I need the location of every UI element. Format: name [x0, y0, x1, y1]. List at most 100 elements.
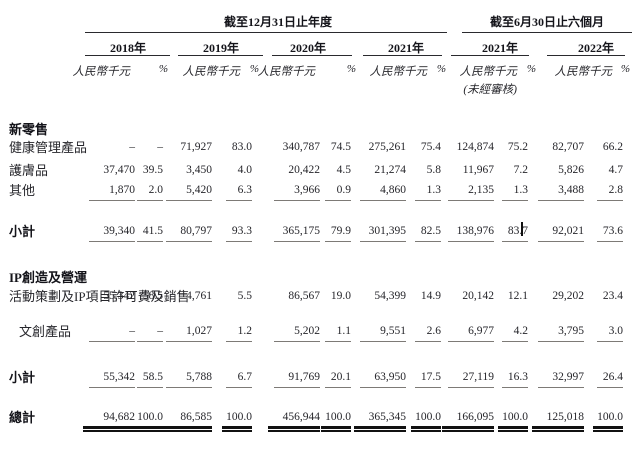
percent-header: % — [620, 63, 630, 75]
percent-header: % — [526, 63, 536, 75]
cell-value: 92,021 — [538, 224, 584, 242]
row-label: 活動策劃及IP項目 — [9, 289, 112, 304]
cell-value: 2.6 — [415, 324, 441, 342]
cell-value: 2.0 — [137, 183, 163, 201]
percent-header: % — [346, 63, 356, 75]
table-cell: – — [100, 140, 135, 155]
cell-value: 79.9 — [325, 224, 351, 242]
table-cell: 1.3 — [406, 183, 441, 201]
cell-value: 39.5 — [142, 164, 163, 176]
year-column-header: 2020年 — [289, 41, 326, 55]
cell-value: 20.1 — [325, 370, 351, 388]
unit-label: 人民幣千元 — [257, 66, 316, 78]
cell-value: 5,826 — [558, 164, 584, 176]
period-rule-annual — [85, 32, 447, 33]
cell-value: 39,340 — [89, 224, 135, 242]
table-cell: 94,682 — [83, 410, 135, 432]
table-row: 健康管理產品 – – 71,927 83.0 340,787 74.5 275,261 75.4… — [0, 140, 623, 155]
row-label-cell: 小計 — [9, 370, 100, 388]
table-cell: 39.5 — [135, 163, 163, 178]
table-cell: 4.5 — [320, 163, 351, 178]
table-cell: 456,944 — [252, 410, 320, 432]
year-column-header: 2021年 — [387, 41, 424, 55]
cell-value: 275,261 — [368, 141, 406, 153]
row-label-cell: 其他 — [9, 183, 100, 201]
row-label-cell: 健康管理產品 — [9, 140, 100, 155]
cell-value: – — [89, 324, 135, 342]
section-row: 新零售 — [0, 122, 623, 137]
table-cell: 16.3 — [494, 370, 528, 388]
cell-value: 73.6 — [597, 224, 623, 242]
cell-value: 11,967 — [462, 164, 494, 176]
cell-value: 100.0 — [133, 410, 163, 432]
row-label: 總計 — [9, 410, 36, 425]
table-cell: 12.1 — [494, 289, 528, 304]
table-cell: 19.0 — [320, 289, 351, 304]
cell-value: 20,142 — [462, 290, 494, 302]
cell-value: 58.5 — [137, 370, 163, 388]
cell-value: 5,202 — [274, 324, 320, 342]
table-cell: 20,422 — [252, 163, 320, 178]
table-cell: 32,997 — [528, 370, 584, 388]
cell-value: 0.9 — [325, 183, 351, 201]
table-cell: 83.0 — [212, 140, 252, 155]
cell-value: 365,345 — [354, 410, 406, 432]
table-cell: 124,874 — [441, 140, 494, 155]
table-cell: 6.3 — [212, 183, 252, 201]
cell-value: 27,119 — [448, 370, 494, 388]
row-label-cell: IP創造及營運 — [9, 270, 100, 285]
table-cell: 2,135 — [441, 183, 494, 201]
cell-value: 94,682 — [83, 410, 135, 432]
cell-value: 456,944 — [268, 410, 320, 432]
row-label: 健康管理產品 — [9, 140, 88, 155]
table-cell: 37,470 — [100, 163, 135, 178]
cell-value: 4.2 — [502, 324, 528, 342]
cell-value: 2,135 — [448, 183, 494, 201]
table-cell: 20,142 — [441, 289, 494, 304]
row-label-cell: 護膚品 — [9, 163, 100, 178]
cell-value: – — [129, 141, 135, 153]
cell-value: 86,585 — [160, 410, 212, 432]
table-cell: 365,345 — [351, 410, 406, 432]
table-cell: 93.3 — [212, 224, 252, 242]
cell-value: 93.3 — [226, 224, 252, 242]
cell-value: 82,707 — [552, 141, 584, 153]
table-cell: 27,119 — [441, 370, 494, 388]
cell-value: 301,395 — [360, 224, 406, 242]
cell-value: 3,795 — [538, 324, 584, 342]
table-row: 護膚品 37,470 39.5 3,450 4.0 20,422 4.5 21,274 5.8 1… — [0, 163, 623, 178]
year-header-rule — [85, 55, 170, 56]
year-column-header: 2021年 — [481, 41, 518, 55]
table-cell: 73.6 — [584, 224, 623, 242]
table-cell: 100.0 — [320, 410, 351, 432]
period-header-interim: 截至6月30日止六個月 — [489, 15, 604, 29]
unit-label: 人民幣千元 — [554, 66, 613, 78]
row-label: 小計 — [9, 370, 36, 385]
table-cell: 4.7 — [584, 163, 623, 178]
cell-value: 1.2 — [226, 324, 252, 342]
table-cell: 100.0 — [494, 410, 528, 432]
cell-value: – — [157, 141, 163, 153]
table-cell: 3,966 — [252, 183, 320, 201]
table-cell: 86,567 — [252, 289, 320, 304]
row-label: 文創產品 — [19, 324, 72, 339]
unit-label: 人民幣千元 — [72, 66, 131, 78]
cell-value: 365,175 — [274, 224, 320, 242]
cell-value: 1,027 — [166, 324, 212, 342]
cell-value: 100.0 — [411, 410, 441, 432]
section-row: IP創造及營運 — [0, 270, 623, 285]
table-cell: 138,976 — [441, 224, 494, 242]
table-cell: – — [89, 324, 135, 342]
cell-value: 55,342 — [89, 370, 135, 388]
unit-label: 人民幣千元 — [459, 66, 518, 78]
cell-value: 100.0 — [593, 410, 623, 432]
table-cell: 82.5 — [406, 224, 441, 242]
cell-value: 17.5 — [415, 370, 441, 388]
cell-value: 75.4 — [420, 141, 441, 153]
cell-value: 6.3 — [226, 183, 252, 201]
table-cell: 3.0 — [584, 324, 623, 342]
cell-value: 63,950 — [360, 370, 406, 388]
year-column-header: 2018年 — [109, 41, 146, 55]
cell-value: 12.1 — [507, 290, 528, 302]
